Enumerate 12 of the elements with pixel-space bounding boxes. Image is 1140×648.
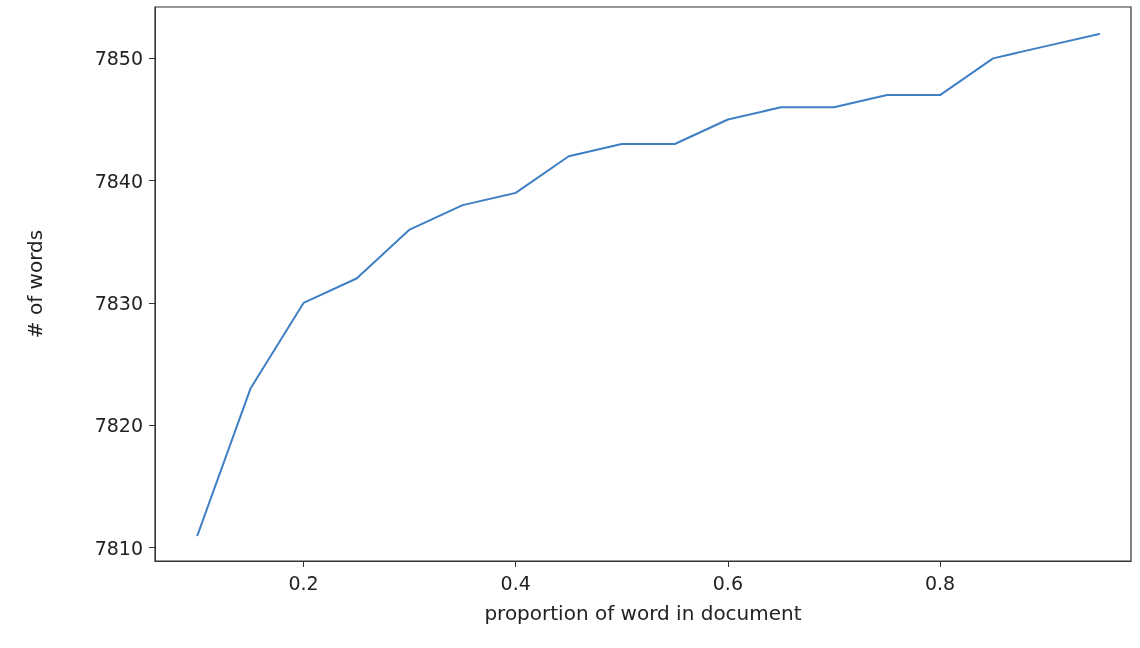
x-tick-label: 0.8 xyxy=(924,571,956,594)
y-tick-label: 7850 xyxy=(94,47,143,70)
x-tick-label: 0.4 xyxy=(500,571,531,594)
x-tick-label: 0.6 xyxy=(712,571,743,594)
x-tick-label: 0.2 xyxy=(288,571,319,594)
y-tick-label: 7810 xyxy=(94,536,143,559)
y-tick-label: 7820 xyxy=(94,414,143,437)
line-series xyxy=(196,32,1101,537)
y-tick-label: 7840 xyxy=(94,169,143,192)
y-axis-title: # of words xyxy=(23,229,47,339)
y-tick-label: 7830 xyxy=(94,291,143,314)
x-axis-title: proportion of word in document xyxy=(484,601,802,625)
